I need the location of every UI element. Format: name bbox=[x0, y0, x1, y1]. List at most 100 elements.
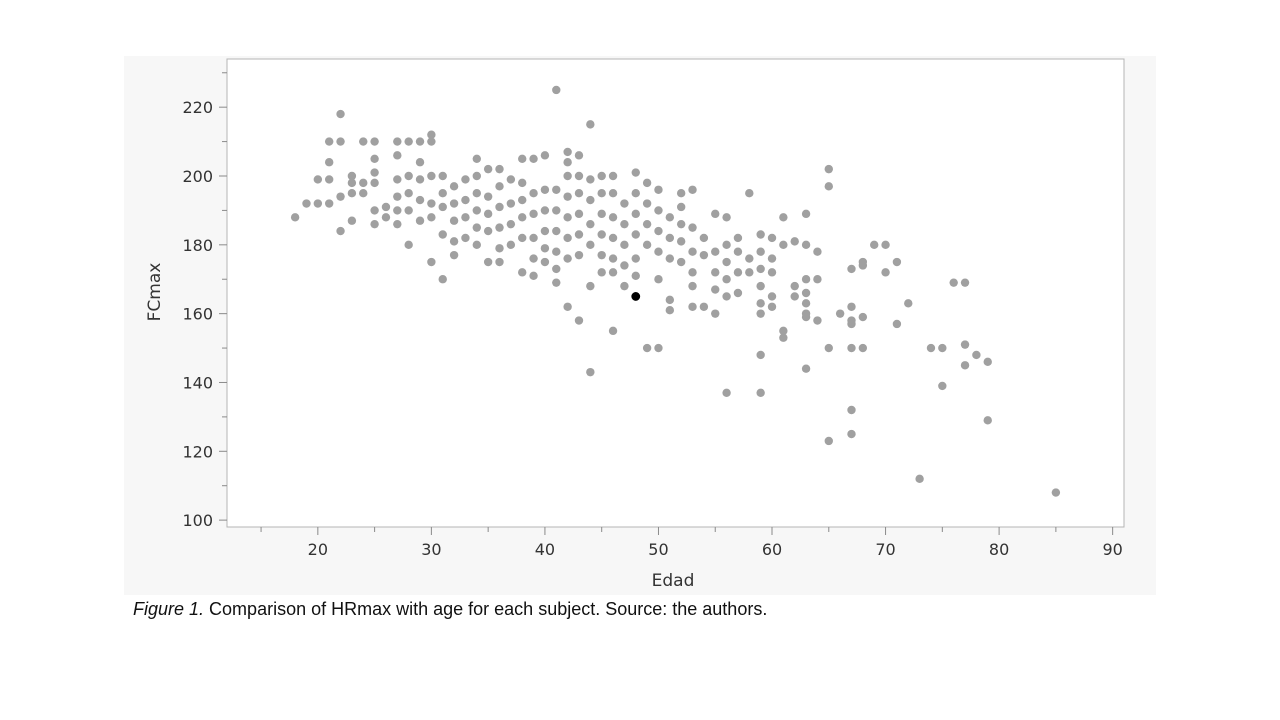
data-point bbox=[370, 178, 379, 188]
x-tick-label: 90 bbox=[1102, 540, 1122, 559]
y-tick-label: 180 bbox=[182, 236, 213, 255]
data-point bbox=[540, 226, 550, 236]
data-point bbox=[711, 268, 720, 277]
data-point bbox=[892, 319, 902, 329]
data-point bbox=[586, 219, 595, 229]
data-point bbox=[972, 350, 981, 360]
data-point bbox=[926, 343, 936, 353]
data-point bbox=[722, 257, 731, 267]
data-point bbox=[699, 250, 709, 260]
data-point bbox=[495, 202, 504, 212]
caption-text: Comparison of HRmax with age for each su… bbox=[204, 599, 768, 619]
data-point bbox=[881, 240, 890, 250]
data-point bbox=[654, 275, 663, 284]
data-point bbox=[892, 257, 902, 267]
data-point bbox=[347, 216, 357, 225]
data-point bbox=[370, 219, 379, 229]
data-point bbox=[540, 206, 550, 215]
y-tick-label: 140 bbox=[182, 373, 213, 392]
data-point bbox=[324, 137, 334, 146]
data-point bbox=[370, 154, 379, 163]
data-point bbox=[574, 209, 584, 219]
data-point bbox=[393, 175, 402, 184]
y-axis-title: FCmax bbox=[145, 263, 165, 322]
highlighted-data-point bbox=[631, 292, 641, 301]
data-point bbox=[393, 219, 402, 229]
data-point bbox=[642, 199, 652, 208]
data-point bbox=[529, 209, 538, 219]
data-point bbox=[756, 264, 765, 274]
x-tick-label: 60 bbox=[762, 540, 782, 559]
y-axis: 100 120 140 160 180 200 220 bbox=[182, 72, 227, 530]
data-point bbox=[427, 213, 436, 222]
data-points bbox=[290, 85, 1061, 497]
data-point bbox=[449, 250, 459, 260]
data-point bbox=[518, 233, 527, 243]
data-point bbox=[688, 302, 697, 311]
data-point bbox=[790, 281, 799, 291]
data-point bbox=[631, 230, 640, 239]
y-tick-label: 220 bbox=[182, 98, 213, 117]
data-point bbox=[847, 405, 856, 415]
data-point bbox=[801, 364, 811, 373]
data-point bbox=[472, 223, 481, 232]
data-point bbox=[676, 257, 686, 267]
data-point bbox=[540, 185, 550, 194]
data-point bbox=[745, 268, 754, 277]
x-tick-label: 40 bbox=[535, 540, 555, 559]
data-point bbox=[688, 247, 697, 256]
data-point bbox=[597, 230, 606, 239]
data-point bbox=[552, 85, 561, 95]
data-point bbox=[847, 343, 856, 353]
data-point bbox=[574, 151, 584, 160]
data-point bbox=[779, 240, 788, 250]
data-point bbox=[415, 175, 425, 184]
data-point bbox=[676, 219, 686, 229]
data-point bbox=[608, 326, 618, 336]
data-point bbox=[495, 164, 504, 174]
data-point bbox=[642, 219, 652, 229]
data-point bbox=[574, 171, 584, 181]
data-point bbox=[506, 219, 516, 229]
data-point bbox=[733, 288, 743, 298]
data-point bbox=[767, 268, 777, 277]
data-point bbox=[586, 367, 595, 377]
data-point bbox=[642, 178, 652, 188]
data-point bbox=[813, 316, 822, 325]
data-point bbox=[983, 416, 992, 425]
data-point bbox=[472, 189, 481, 198]
data-point bbox=[824, 343, 833, 353]
data-point bbox=[756, 388, 765, 397]
data-point bbox=[495, 182, 504, 191]
data-point bbox=[654, 247, 663, 256]
data-point bbox=[960, 340, 970, 349]
x-tick-label: 30 bbox=[421, 540, 441, 559]
data-point bbox=[608, 254, 618, 263]
data-point bbox=[620, 281, 629, 291]
data-point bbox=[404, 171, 413, 181]
data-point bbox=[393, 192, 402, 201]
data-point bbox=[790, 292, 799, 301]
data-point bbox=[801, 309, 811, 318]
data-point bbox=[608, 213, 618, 222]
data-point bbox=[915, 474, 924, 484]
data-point bbox=[620, 261, 629, 270]
data-point bbox=[506, 175, 516, 184]
data-point bbox=[461, 213, 470, 222]
data-point bbox=[756, 350, 765, 360]
data-point bbox=[529, 233, 538, 243]
x-tick-label: 70 bbox=[875, 540, 895, 559]
data-point bbox=[847, 264, 856, 274]
y-tick-label: 100 bbox=[182, 511, 213, 530]
data-point bbox=[427, 171, 436, 181]
data-point bbox=[574, 250, 584, 260]
data-point bbox=[756, 309, 765, 318]
data-point bbox=[665, 306, 675, 315]
data-point bbox=[324, 175, 334, 184]
data-point bbox=[767, 233, 777, 243]
data-point bbox=[563, 147, 572, 157]
data-point bbox=[665, 213, 675, 222]
data-point bbox=[438, 230, 447, 239]
data-point bbox=[336, 192, 345, 201]
data-point bbox=[540, 151, 550, 160]
